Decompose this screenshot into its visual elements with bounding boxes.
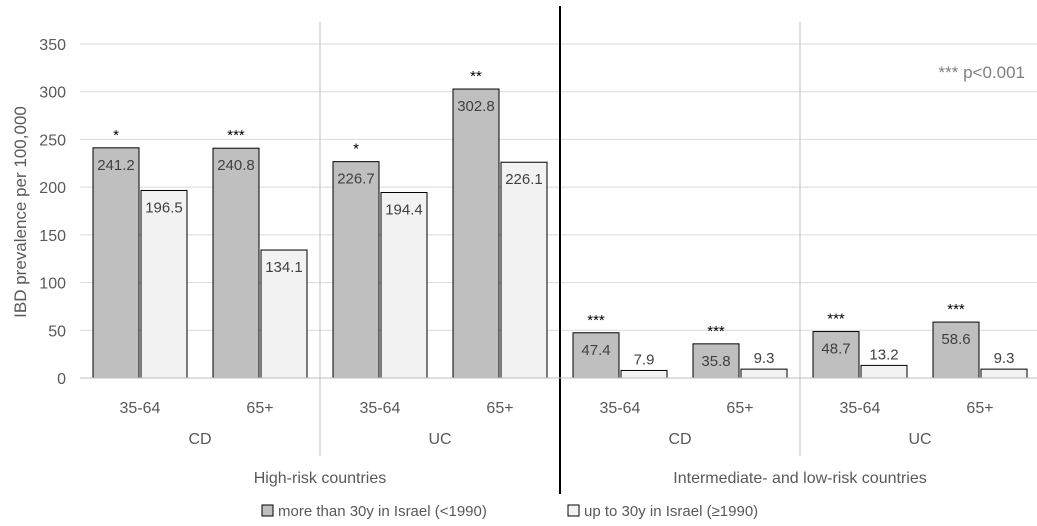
- x-category-label: 65+: [966, 400, 993, 417]
- bar-series-2: [500, 161, 548, 379]
- data-label: 58.6: [941, 331, 970, 348]
- y-tick-label: 200: [39, 180, 66, 197]
- significance-marker: *: [353, 141, 359, 158]
- bar-series-2: [380, 191, 428, 379]
- y-tick-label: 300: [39, 85, 66, 102]
- data-label: 48.7: [821, 341, 850, 358]
- group-label: Intermediate- and low-risk countries: [673, 470, 926, 487]
- bar-series-1: [572, 332, 620, 379]
- significance-marker: ***: [707, 323, 725, 340]
- data-label: 7.9: [634, 351, 655, 368]
- y-tick-label: 0: [57, 371, 66, 388]
- significance-marker: **: [470, 68, 482, 85]
- x-category-label: 65+: [726, 400, 753, 417]
- subgroup-label: UC: [428, 431, 451, 448]
- bar-series-2: [140, 189, 188, 379]
- y-tick-label: 50: [48, 323, 66, 340]
- x-category-label: 65+: [246, 400, 273, 417]
- data-label: 240.8: [217, 157, 255, 174]
- x-category-label: 35-64: [600, 400, 641, 417]
- data-label: 241.2: [97, 157, 135, 174]
- legend-swatch-2: [567, 504, 580, 517]
- bar-series-2: [740, 368, 788, 379]
- bar-series-2: [980, 368, 1028, 379]
- bar-series-2: [260, 249, 308, 379]
- data-label: 35.8: [701, 353, 730, 370]
- bar-series-1: [812, 331, 860, 379]
- x-category-label: 35-64: [360, 400, 401, 417]
- data-label: 226.1: [505, 171, 543, 188]
- data-label: 13.2: [869, 346, 898, 363]
- subgroup-label: CD: [188, 431, 211, 448]
- legend: more than 30y in Israel (<1990) up to 30y…: [261, 503, 758, 520]
- axes: 0 50 100 150 200 250 300 350 35-64 65+ 35-64 65+ 35-…: [39, 37, 1037, 487]
- legend-label-1: more than 30y in Israel (<1990): [278, 503, 487, 520]
- category-separators: [319, 6, 801, 494]
- significance-marker: ***: [227, 127, 245, 144]
- y-tick-label: 150: [39, 228, 66, 245]
- y-tick-label: 350: [39, 37, 66, 54]
- bar-series-1: [212, 147, 260, 379]
- data-label: 302.8: [457, 98, 495, 115]
- subgroup-label: CD: [668, 431, 691, 448]
- significance-marker: ***: [947, 301, 965, 318]
- x-category-label: 35-64: [120, 400, 161, 417]
- legend-label-2: up to 30y in Israel (≥1990): [584, 503, 758, 520]
- y-tick-label: 100: [39, 276, 66, 293]
- significance-marker: ***: [587, 312, 605, 329]
- significance-marker: *: [113, 127, 119, 144]
- bar-series-2: [860, 364, 908, 379]
- significance-marker: ***: [827, 311, 845, 328]
- legend-swatch-1: [261, 504, 274, 517]
- data-label: 194.4: [385, 201, 423, 218]
- y-axis-title: IBD prevalence per 100,000: [11, 106, 30, 318]
- data-label: 134.1: [265, 259, 303, 276]
- bar-series-2: [620, 369, 668, 379]
- data-label: 9.3: [754, 350, 775, 367]
- bar-series-1: [452, 88, 500, 379]
- data-label: 226.7: [337, 171, 375, 188]
- bar-series-1: [92, 147, 140, 379]
- subgroup-label: UC: [908, 431, 931, 448]
- x-category-label: 35-64: [840, 400, 881, 417]
- significance-note: *** p<0.001: [939, 63, 1026, 82]
- data-labels: 241.2 196.5 * 240.8 134.1 *** 226.7 194.4 * 302.8…: [97, 68, 1014, 370]
- bar-series-1: [692, 343, 740, 379]
- y-tick-label: 250: [39, 132, 66, 149]
- bar-series-1: [332, 161, 380, 379]
- x-category-label: 65+: [486, 400, 513, 417]
- data-label: 47.4: [581, 342, 610, 359]
- data-label: 9.3: [994, 350, 1015, 367]
- group-label: High-risk countries: [254, 470, 386, 487]
- data-label: 196.5: [145, 199, 183, 216]
